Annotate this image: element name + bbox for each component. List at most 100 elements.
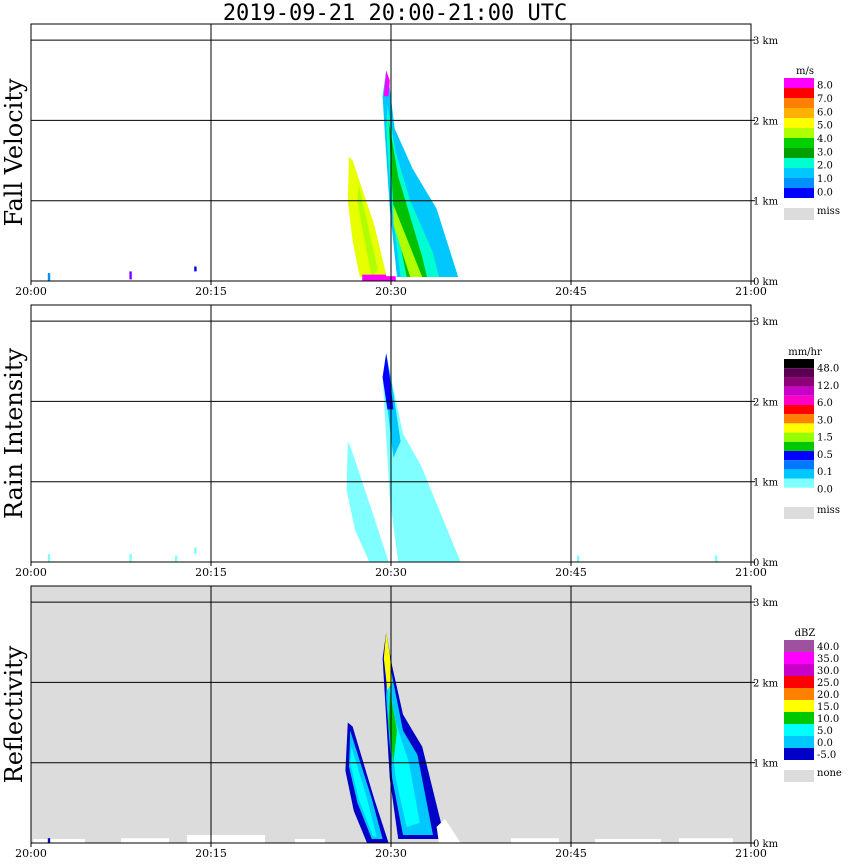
colorbar: dBZ40.035.030.025.020.015.010.05.00.0-5.… [784, 628, 842, 782]
y-tick-label: 3 km [753, 598, 779, 609]
colorbar-miss-swatch [784, 507, 814, 519]
echo-region [347, 156, 387, 277]
colorbar-label: 3.0 [817, 147, 833, 158]
x-tick-label: 20:45 [555, 847, 587, 860]
colorbar-swatch [784, 700, 814, 712]
colorbar-label: 48.0 [817, 364, 839, 375]
colorbar: mm/hr 48.0 12.0 6.0 3.0 1.5 0.5 0.1 0.0 miss [784, 347, 840, 519]
x-tick-label: 20:15 [195, 847, 227, 860]
colorbar-swatch [784, 98, 814, 108]
colorbar-swatch [784, 128, 814, 138]
colorbar-swatch [784, 118, 814, 128]
colorbar-swatch [784, 188, 814, 198]
echo-region [47, 273, 51, 281]
colorbar-swatch [784, 724, 814, 736]
echo-region [382, 353, 461, 562]
echo-region [388, 682, 420, 827]
echo-region [187, 835, 265, 843]
colorbar-label: 5.0 [817, 726, 833, 737]
echo-region [383, 632, 393, 691]
x-tick-label: 20:30 [375, 285, 407, 298]
colorbar-swatch [784, 88, 814, 98]
colorbar: m/s8.0 7.0 6.0 5.0 4.0 3.0 2.0 1.0 0.0 miss [784, 66, 840, 220]
colorbar-swatch [784, 168, 814, 178]
x-tick-label: 20:00 [15, 847, 47, 860]
echo-region [175, 555, 178, 562]
y-tick-label: 1 km [753, 759, 779, 770]
chart-title: 2019-09-21 20:00-21:00 UTC [222, 1, 568, 26]
colorbar-label: 40.0 [817, 642, 839, 653]
echo-region [357, 184, 378, 277]
colorbar-unit: dBZ [795, 628, 816, 639]
colorbar-label: 0.1 [817, 467, 833, 478]
x-tick-label: 21:00 [735, 566, 767, 579]
echo-region [436, 818, 461, 843]
colorbar-miss-label: miss [817, 505, 840, 516]
x-tick-label: 20:15 [195, 566, 227, 579]
echo-region [679, 838, 733, 843]
colorbar-label: 12.0 [817, 381, 839, 392]
echo-region [383, 70, 390, 97]
colorbar-swatch [784, 386, 814, 396]
colorbar-swatch [784, 664, 814, 676]
echo-region [194, 266, 197, 272]
colorbar-label: 25.0 [817, 678, 839, 689]
colorbar-swatch [784, 469, 814, 479]
colorbar-miss-label: miss [817, 206, 840, 217]
colorbar-swatch [784, 676, 814, 688]
echo-region [393, 204, 423, 277]
colorbar-swatch [784, 688, 814, 700]
y-tick-label: 0 km [753, 839, 779, 850]
colorbar-unit: m/s [796, 66, 814, 77]
y-axis-label: Rain Intensity [0, 348, 28, 520]
colorbar-swatch [784, 423, 814, 433]
y-axis-label: Reflectivity [0, 645, 28, 783]
x-tick-label: 20:00 [15, 566, 47, 579]
y-tick-label: 2 km [753, 397, 779, 408]
y-tick-label: 1 km [753, 197, 779, 208]
echo-region [362, 274, 387, 281]
echo-region [350, 746, 377, 837]
colorbar-swatch [784, 148, 814, 158]
echo-region [121, 838, 169, 843]
y-tick-label: 1 km [753, 478, 779, 489]
echo-region [595, 839, 661, 843]
echo-region [33, 839, 85, 843]
colorbar-unit: mm/hr [788, 347, 822, 358]
colorbar-label: 6.0 [817, 107, 833, 118]
y-tick-label: 2 km [753, 678, 779, 689]
colorbar-swatch [784, 712, 814, 724]
colorbar-miss-swatch [784, 770, 814, 782]
colorbar-swatch [784, 359, 814, 369]
colorbar-label: 6.0 [817, 398, 833, 409]
echo-region [295, 839, 325, 843]
colorbar-label: 1.5 [817, 433, 833, 444]
colorbar-label: 0.0 [817, 187, 833, 198]
echo-region [47, 554, 51, 562]
colorbar-swatch [784, 368, 814, 378]
x-tick-label: 20:15 [195, 285, 227, 298]
echo-region [511, 838, 559, 843]
echo-region [129, 554, 132, 562]
x-tick-label: 21:00 [735, 847, 767, 860]
x-tick-label: 20:00 [15, 285, 47, 298]
colorbar-label: 0.5 [817, 450, 833, 461]
colorbar-miss-label: none [817, 768, 842, 779]
colorbar-swatch [784, 78, 814, 88]
echo-region [129, 271, 132, 280]
y-tick-label: 3 km [753, 36, 779, 47]
colorbar-swatch [784, 138, 814, 148]
colorbar-label: -5.0 [817, 750, 836, 761]
panel-fall-velocity: 20:00 20:15 20:30 20:45 21:000 km 1 km 2 km 3 k… [0, 23, 840, 298]
colorbar-swatch [784, 108, 814, 118]
colorbar-swatch [784, 451, 814, 461]
echo-region [715, 555, 718, 562]
colorbar-swatch [784, 414, 814, 424]
echo-region [577, 555, 580, 562]
colorbar-label: 20.0 [817, 690, 839, 701]
colorbar-swatch [784, 432, 814, 442]
colorbar-miss-swatch [784, 208, 814, 220]
colorbar-label: 10.0 [817, 714, 839, 725]
panel-reflectivity: 20:00 20:15 20:30 20:45 21:000 km 1 km 2 km 3 k… [0, 585, 842, 860]
